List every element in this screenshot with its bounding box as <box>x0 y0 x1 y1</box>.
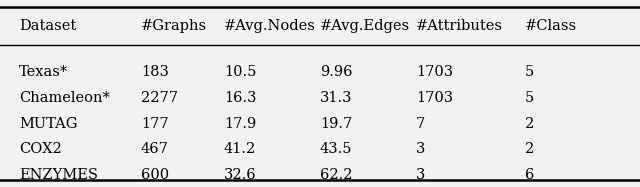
Text: 1703: 1703 <box>416 91 453 105</box>
Text: 3: 3 <box>416 168 426 182</box>
Text: 467: 467 <box>141 142 169 156</box>
Text: 17.9: 17.9 <box>224 117 256 131</box>
Text: MUTAG: MUTAG <box>19 117 77 131</box>
Text: 1703: 1703 <box>416 65 453 79</box>
Text: 600: 600 <box>141 168 169 182</box>
Text: 5: 5 <box>525 65 534 79</box>
Text: 19.7: 19.7 <box>320 117 352 131</box>
Text: 62.2: 62.2 <box>320 168 353 182</box>
Text: ENZYMES: ENZYMES <box>19 168 98 182</box>
Text: 2277: 2277 <box>141 91 178 105</box>
Text: 6: 6 <box>525 168 534 182</box>
Text: 5: 5 <box>525 91 534 105</box>
Text: 183: 183 <box>141 65 169 79</box>
Text: Texas*: Texas* <box>19 65 68 79</box>
Text: 177: 177 <box>141 117 168 131</box>
Text: 9.96: 9.96 <box>320 65 353 79</box>
Text: 3: 3 <box>416 142 426 156</box>
Text: 7: 7 <box>416 117 425 131</box>
Text: 10.5: 10.5 <box>224 65 257 79</box>
Text: 43.5: 43.5 <box>320 142 353 156</box>
Text: Dataset: Dataset <box>19 19 76 33</box>
Text: Chameleon*: Chameleon* <box>19 91 110 105</box>
Text: 2: 2 <box>525 142 534 156</box>
Text: 2: 2 <box>525 117 534 131</box>
Text: #Graphs: #Graphs <box>141 19 207 33</box>
Text: 16.3: 16.3 <box>224 91 257 105</box>
Text: #Avg.Edges: #Avg.Edges <box>320 19 410 33</box>
Text: 31.3: 31.3 <box>320 91 353 105</box>
Text: COX2: COX2 <box>19 142 62 156</box>
Text: #Class: #Class <box>525 19 577 33</box>
Text: #Attributes: #Attributes <box>416 19 503 33</box>
Text: 32.6: 32.6 <box>224 168 257 182</box>
Text: #Avg.Nodes: #Avg.Nodes <box>224 19 316 33</box>
Text: 41.2: 41.2 <box>224 142 256 156</box>
